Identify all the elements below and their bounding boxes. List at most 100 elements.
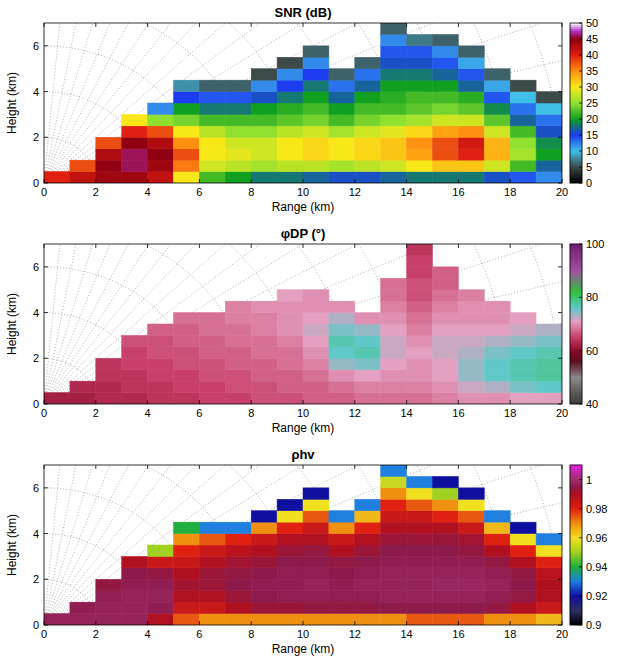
cell: [536, 160, 562, 171]
cell: [303, 137, 329, 148]
cell: [433, 160, 459, 171]
cell: [484, 614, 510, 625]
x-tick: [303, 465, 304, 469]
elevation-ray: [44, 465, 562, 625]
cell: [122, 370, 148, 381]
y-tick: [44, 358, 48, 359]
elevation-ray: [44, 244, 482, 404]
x-tick: [354, 465, 355, 469]
cell: [433, 522, 459, 533]
y-tick: [558, 579, 562, 580]
colorbar-tick-label: 80: [586, 291, 598, 303]
cell: [251, 160, 277, 171]
colorbar-swatch: [570, 489, 582, 491]
colorbar-swatch: [570, 358, 582, 360]
cell: [303, 126, 329, 137]
range-arc: [44, 358, 96, 404]
colorbar-swatch: [570, 545, 582, 547]
colorbar-swatch: [570, 531, 582, 533]
cell: [536, 393, 562, 404]
cell: [536, 92, 562, 103]
cell: [407, 313, 433, 324]
cell: [174, 614, 200, 625]
elevation-ray: [44, 244, 134, 404]
cell: [433, 488, 459, 499]
colorbar-tick-label: 40: [586, 49, 598, 61]
colorbar-swatch: [570, 147, 582, 149]
elevation-ray: [44, 466, 562, 625]
x-tick: [95, 400, 96, 404]
cell: [277, 499, 303, 510]
x-tick: [510, 244, 511, 248]
cell: [225, 324, 251, 335]
cell: [458, 46, 484, 57]
colorbar-swatch: [570, 300, 582, 302]
cell: [355, 534, 381, 545]
cell: [510, 579, 536, 590]
cell: [174, 103, 200, 114]
cell: [433, 46, 459, 57]
colorbar-swatch: [570, 585, 582, 587]
y-tick: [558, 533, 562, 534]
cell: [174, 393, 200, 404]
elevation-ray: [44, 23, 562, 183]
cell: [96, 381, 122, 392]
y-tick: [558, 404, 562, 405]
colorbar-tick: [579, 71, 582, 72]
y-tick: [44, 45, 48, 46]
cell: [303, 313, 329, 324]
cell: [148, 591, 174, 602]
cell: [303, 579, 329, 590]
x-tick-label: 14: [400, 186, 412, 198]
cell: [510, 381, 536, 392]
colorbar-swatch: [570, 497, 582, 499]
colorbar-swatch: [570, 302, 582, 304]
cell: [458, 488, 484, 499]
cell: [199, 358, 225, 369]
y-tick-label: 2: [33, 573, 39, 585]
cell: [199, 103, 225, 114]
cell: [277, 370, 303, 381]
colorbar-swatch: [570, 374, 582, 376]
cell: [484, 126, 510, 137]
x-tick: [562, 621, 563, 625]
colorbar-swatch: [570, 513, 582, 515]
x-axis-title: Range (km): [272, 200, 335, 214]
cell: [458, 160, 484, 171]
colorbar-swatch: [570, 280, 582, 282]
cell: [381, 313, 407, 324]
cell: [225, 114, 251, 125]
cell: [174, 335, 200, 346]
cell: [355, 579, 381, 590]
cell: [225, 534, 251, 545]
cell: [277, 556, 303, 567]
colorbar-swatch: [570, 613, 582, 615]
cell: [510, 324, 536, 335]
cell: [303, 614, 329, 625]
cell: [536, 149, 562, 160]
colorbar-swatch: [570, 125, 582, 127]
cell: [96, 149, 122, 160]
range-arc: [44, 465, 458, 625]
colorbar-swatch: [570, 597, 582, 599]
cell: [303, 602, 329, 613]
colorbar-tick: [579, 39, 582, 40]
colorbar-swatch: [570, 346, 582, 348]
cell: [484, 313, 510, 324]
cell: [458, 69, 484, 80]
cell: [199, 335, 225, 346]
cell: [70, 614, 96, 625]
cell: [458, 290, 484, 301]
cell: [536, 324, 562, 335]
cell: [199, 347, 225, 358]
cell: [70, 602, 96, 613]
cell: [199, 80, 225, 91]
cell: [407, 160, 433, 171]
x-tick: [251, 244, 252, 248]
cell: [251, 69, 277, 80]
x-tick: [510, 400, 511, 404]
range-arc: [44, 465, 562, 625]
cell: [96, 172, 122, 183]
colorbar-swatch: [570, 543, 582, 545]
cell: [122, 602, 148, 613]
